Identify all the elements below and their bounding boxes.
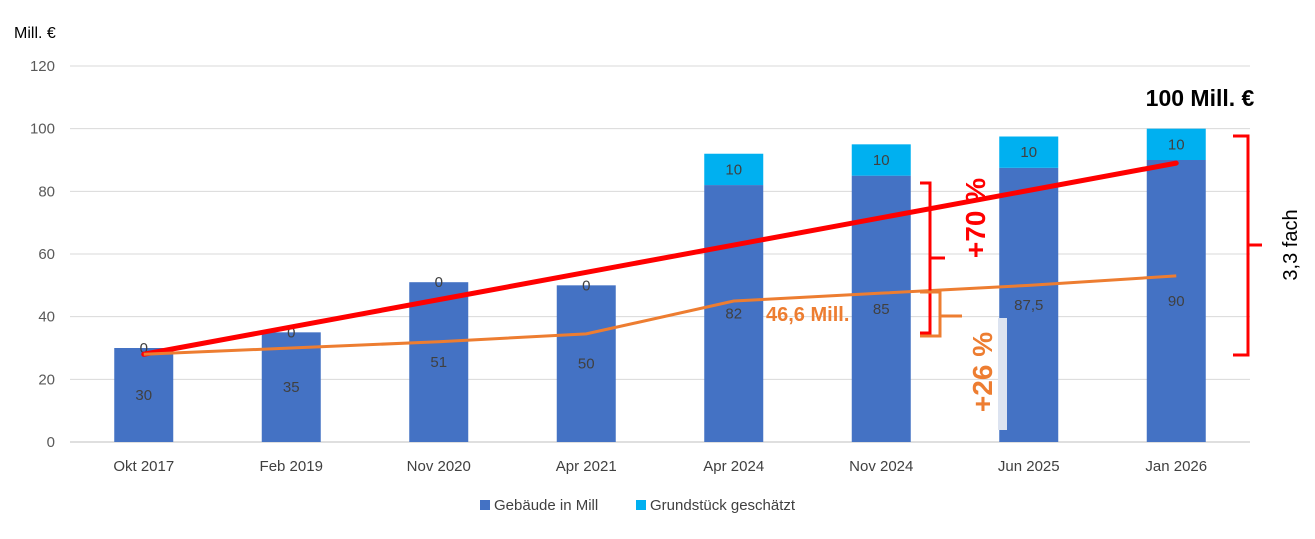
- x-tick-label: Okt 2017: [113, 458, 174, 475]
- bar-gebaeude: [999, 167, 1059, 443]
- data-label-grundstueck: 0: [582, 277, 590, 294]
- red-percentage: +70 %: [960, 178, 991, 258]
- red-trend-line: [141, 160, 1179, 357]
- bar-grundstueck: [704, 153, 764, 186]
- x-tick-labels: Okt 2017 Feb 2019 Nov 2020 Apr 2021 Apr 2024…: [113, 458, 1207, 475]
- red-bracket: [920, 181, 945, 335]
- bar-gebaeude: [114, 348, 174, 442]
- orange-bracket: [920, 290, 962, 338]
- y-tick-label: 20: [38, 371, 55, 388]
- total-annotation: 100 Mill. €: [1146, 85, 1255, 111]
- data-label-gebaeude: 30: [135, 387, 152, 404]
- bar-gebaeude: [1146, 160, 1206, 442]
- data-label-grundstueck: 0: [140, 340, 148, 357]
- data-label-gebaeude: 51: [430, 354, 447, 371]
- bars: 30 0 35 0 51 0 50 0 82 10 85 10 87,5 10 90 10: [114, 128, 1206, 443]
- data-label-grundstueck: 10: [1020, 144, 1037, 161]
- trend-lines: [141, 160, 1179, 357]
- right-bracket: [1233, 134, 1262, 357]
- y-tick-label: 0: [47, 434, 55, 451]
- x-tick-label: Jun 2025: [998, 458, 1060, 475]
- orange-value-label: 46,6 Mill.: [766, 304, 849, 326]
- x-tick-label: Feb 2019: [260, 458, 323, 475]
- legend-label-gebaeude: Gebäude in Mill: [494, 497, 598, 514]
- orange-trend-line: [143, 274, 1177, 356]
- highlight-box: [998, 318, 1007, 430]
- data-label-grundstueck: 0: [435, 274, 443, 291]
- bar-gebaeude: [261, 332, 321, 442]
- y-tick-label: 60: [38, 246, 55, 263]
- bar-gebaeude: [409, 282, 469, 442]
- orange-percentage: +26 %: [967, 332, 998, 412]
- bar-grundstueck: [851, 144, 911, 176]
- data-label-gebaeude: 90: [1168, 293, 1185, 310]
- x-tick-label: Nov 2024: [849, 458, 913, 475]
- y-tick-label: 80: [38, 183, 55, 200]
- legend-swatch-grundstueck: [636, 500, 646, 510]
- bar-grundstueck: [999, 136, 1059, 168]
- data-label-gebaeude: 82: [725, 306, 742, 323]
- y-axis-title: Mill. €: [14, 25, 56, 42]
- bar-gebaeude: [704, 185, 764, 443]
- y-tick-labels: 0 20 40 60 80 100 120: [30, 58, 55, 451]
- bar-gebaeude: [556, 285, 616, 442]
- data-label-gebaeude: 50: [578, 356, 595, 373]
- legend-swatch-gebaeude: [480, 500, 490, 510]
- factor-annotation: 3,3 fach: [1280, 209, 1302, 280]
- data-label-grundstueck: 0: [287, 324, 295, 341]
- y-tick-label: 40: [38, 309, 55, 326]
- legend: Gebäude in Mill Grundstück geschätzt: [480, 497, 796, 514]
- x-tick-label: Jan 2026: [1145, 458, 1207, 475]
- data-label-gebaeude: 87,5: [1014, 297, 1043, 314]
- x-tick-label: Apr 2021: [556, 458, 617, 475]
- y-tick-label: 100: [30, 121, 55, 138]
- data-label-grundstueck: 10: [1168, 136, 1185, 153]
- grid: [70, 65, 1250, 443]
- legend-label-grundstueck: Grundstück geschätzt: [650, 497, 796, 514]
- y-tick-label: 120: [30, 58, 55, 75]
- x-tick-label: Apr 2024: [703, 458, 764, 475]
- data-label-grundstueck: 10: [873, 152, 890, 169]
- bar-grundstueck: [1146, 128, 1206, 160]
- data-label-gebaeude: 85: [873, 301, 890, 318]
- data-label-gebaeude: 35: [283, 379, 300, 396]
- data-label-grundstueck: 10: [725, 161, 742, 178]
- x-tick-label: Nov 2020: [407, 458, 471, 475]
